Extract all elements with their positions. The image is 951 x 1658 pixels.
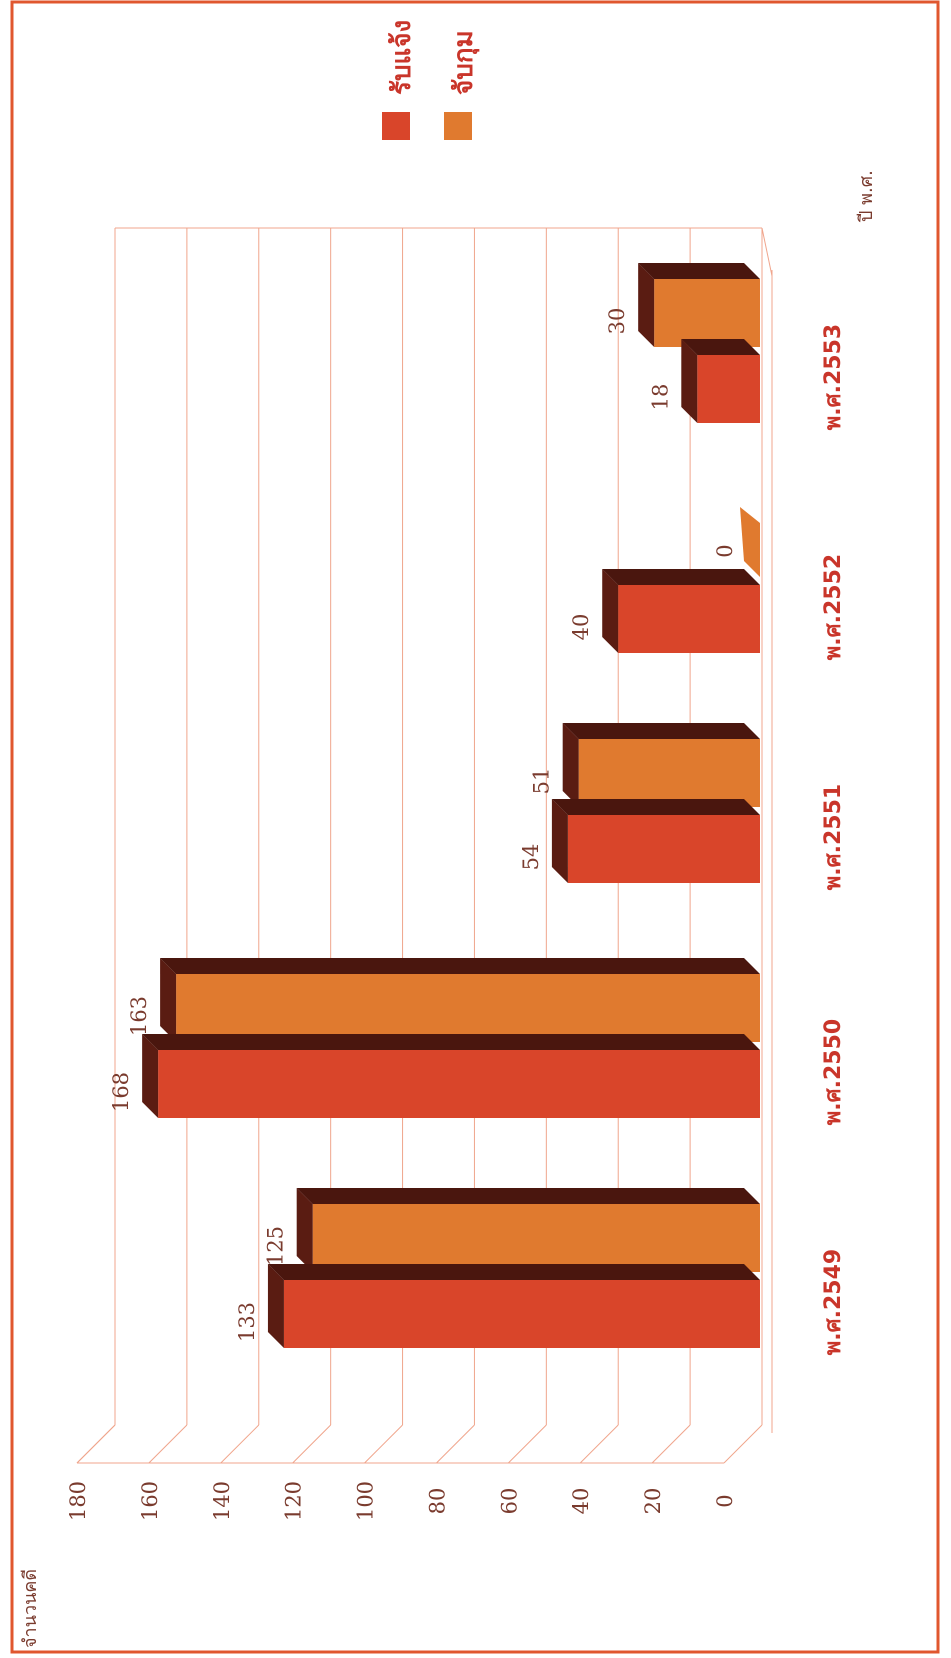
grid-diagonal xyxy=(364,1424,403,1464)
bar-arrest-label: 163 xyxy=(127,996,151,1036)
bar-report-side xyxy=(142,1034,761,1050)
bar-arrest xyxy=(654,279,760,347)
bar-arrest-cap xyxy=(638,263,655,347)
bar-report-label: 133 xyxy=(235,1302,259,1342)
y-tick-label: 100 xyxy=(354,1481,378,1521)
bar-report-label: 40 xyxy=(569,614,593,641)
y-tick-label: 140 xyxy=(210,1481,234,1521)
bar-arrest-side xyxy=(562,723,760,739)
bar-report xyxy=(618,585,760,653)
y-tick-label: 80 xyxy=(425,1488,449,1515)
bar-arrest xyxy=(312,1204,760,1272)
bar-arrest-cap xyxy=(160,958,177,1042)
bar-report-side xyxy=(681,339,760,355)
grid-diagonal xyxy=(723,1424,763,1464)
legend-label: รับแจ้ง xyxy=(387,20,417,95)
bar-report xyxy=(283,1280,760,1348)
y-tick-label: 0 xyxy=(713,1494,737,1507)
grid-diagonal xyxy=(651,1424,691,1464)
floor-edge xyxy=(761,227,773,277)
bar-report xyxy=(567,815,760,883)
grid-diagonal xyxy=(507,1424,547,1464)
bar-arrest-side xyxy=(296,1188,760,1204)
bar-arrest-cap xyxy=(296,1188,313,1272)
x-category-label: พ.ศ.2553 xyxy=(821,324,846,430)
y-tick-label: 20 xyxy=(641,1488,665,1515)
bar-report xyxy=(158,1050,761,1118)
bar-report-cap xyxy=(681,339,698,423)
legend: รับแจ้ง จับกุม xyxy=(382,20,480,140)
grid-diagonal xyxy=(436,1424,475,1464)
bar-report-cap xyxy=(267,1264,284,1348)
x-category-label: พ.ศ.2551 xyxy=(821,784,846,890)
bar-report-cap xyxy=(142,1034,159,1118)
bar-layer xyxy=(142,263,761,1348)
x-axis-label: ปี พ.ศ. xyxy=(856,170,877,222)
bar-arrest-side xyxy=(160,958,760,974)
legend-label: จับกุม xyxy=(449,30,480,95)
y-tick-label: 180 xyxy=(66,1481,90,1521)
bar-arrest-cap xyxy=(562,723,579,807)
bar-arrest-label: 51 xyxy=(530,768,554,795)
x-category-label: พ.ศ.2549 xyxy=(821,1249,846,1355)
bar-report-cap xyxy=(551,799,568,883)
chart-border xyxy=(10,0,940,1654)
legend-swatch xyxy=(382,112,410,140)
x-category-label: พ.ศ.2550 xyxy=(821,1019,846,1125)
grid-diagonal xyxy=(579,1424,619,1464)
side-edge xyxy=(76,1424,116,1464)
bar-arrest xyxy=(578,739,760,807)
grid-diagonal xyxy=(220,1424,260,1464)
y-tick-label: 40 xyxy=(569,1488,593,1515)
y-tick-label: 160 xyxy=(138,1481,162,1521)
bar-report-label: 18 xyxy=(648,384,672,411)
bar-report-cap xyxy=(602,569,619,653)
bar-report-side xyxy=(602,569,760,585)
bar-arrest-label: 30 xyxy=(605,308,629,335)
bar-arrest-label: 0 xyxy=(713,544,737,557)
grid-diagonal xyxy=(148,1424,188,1464)
grid-diagonal xyxy=(292,1424,332,1464)
x-category-label: พ.ศ.2552 xyxy=(821,554,846,660)
y-axis-label: จำนวนคดี xyxy=(20,1569,41,1648)
legend-swatch xyxy=(444,112,472,140)
bar-arrest xyxy=(176,974,760,1042)
y-tick-label: 120 xyxy=(282,1481,306,1521)
bar-report-side xyxy=(267,1264,760,1280)
bar-report-side xyxy=(551,799,760,815)
bar-report-label: 54 xyxy=(519,844,543,871)
bar-arrest-side xyxy=(638,263,760,279)
bar-report xyxy=(697,355,760,423)
y-tick-label: 60 xyxy=(497,1488,521,1515)
bar-arrest xyxy=(740,507,760,577)
bar-report-label: 168 xyxy=(109,1072,133,1112)
bar-arrest-label: 125 xyxy=(264,1226,288,1266)
